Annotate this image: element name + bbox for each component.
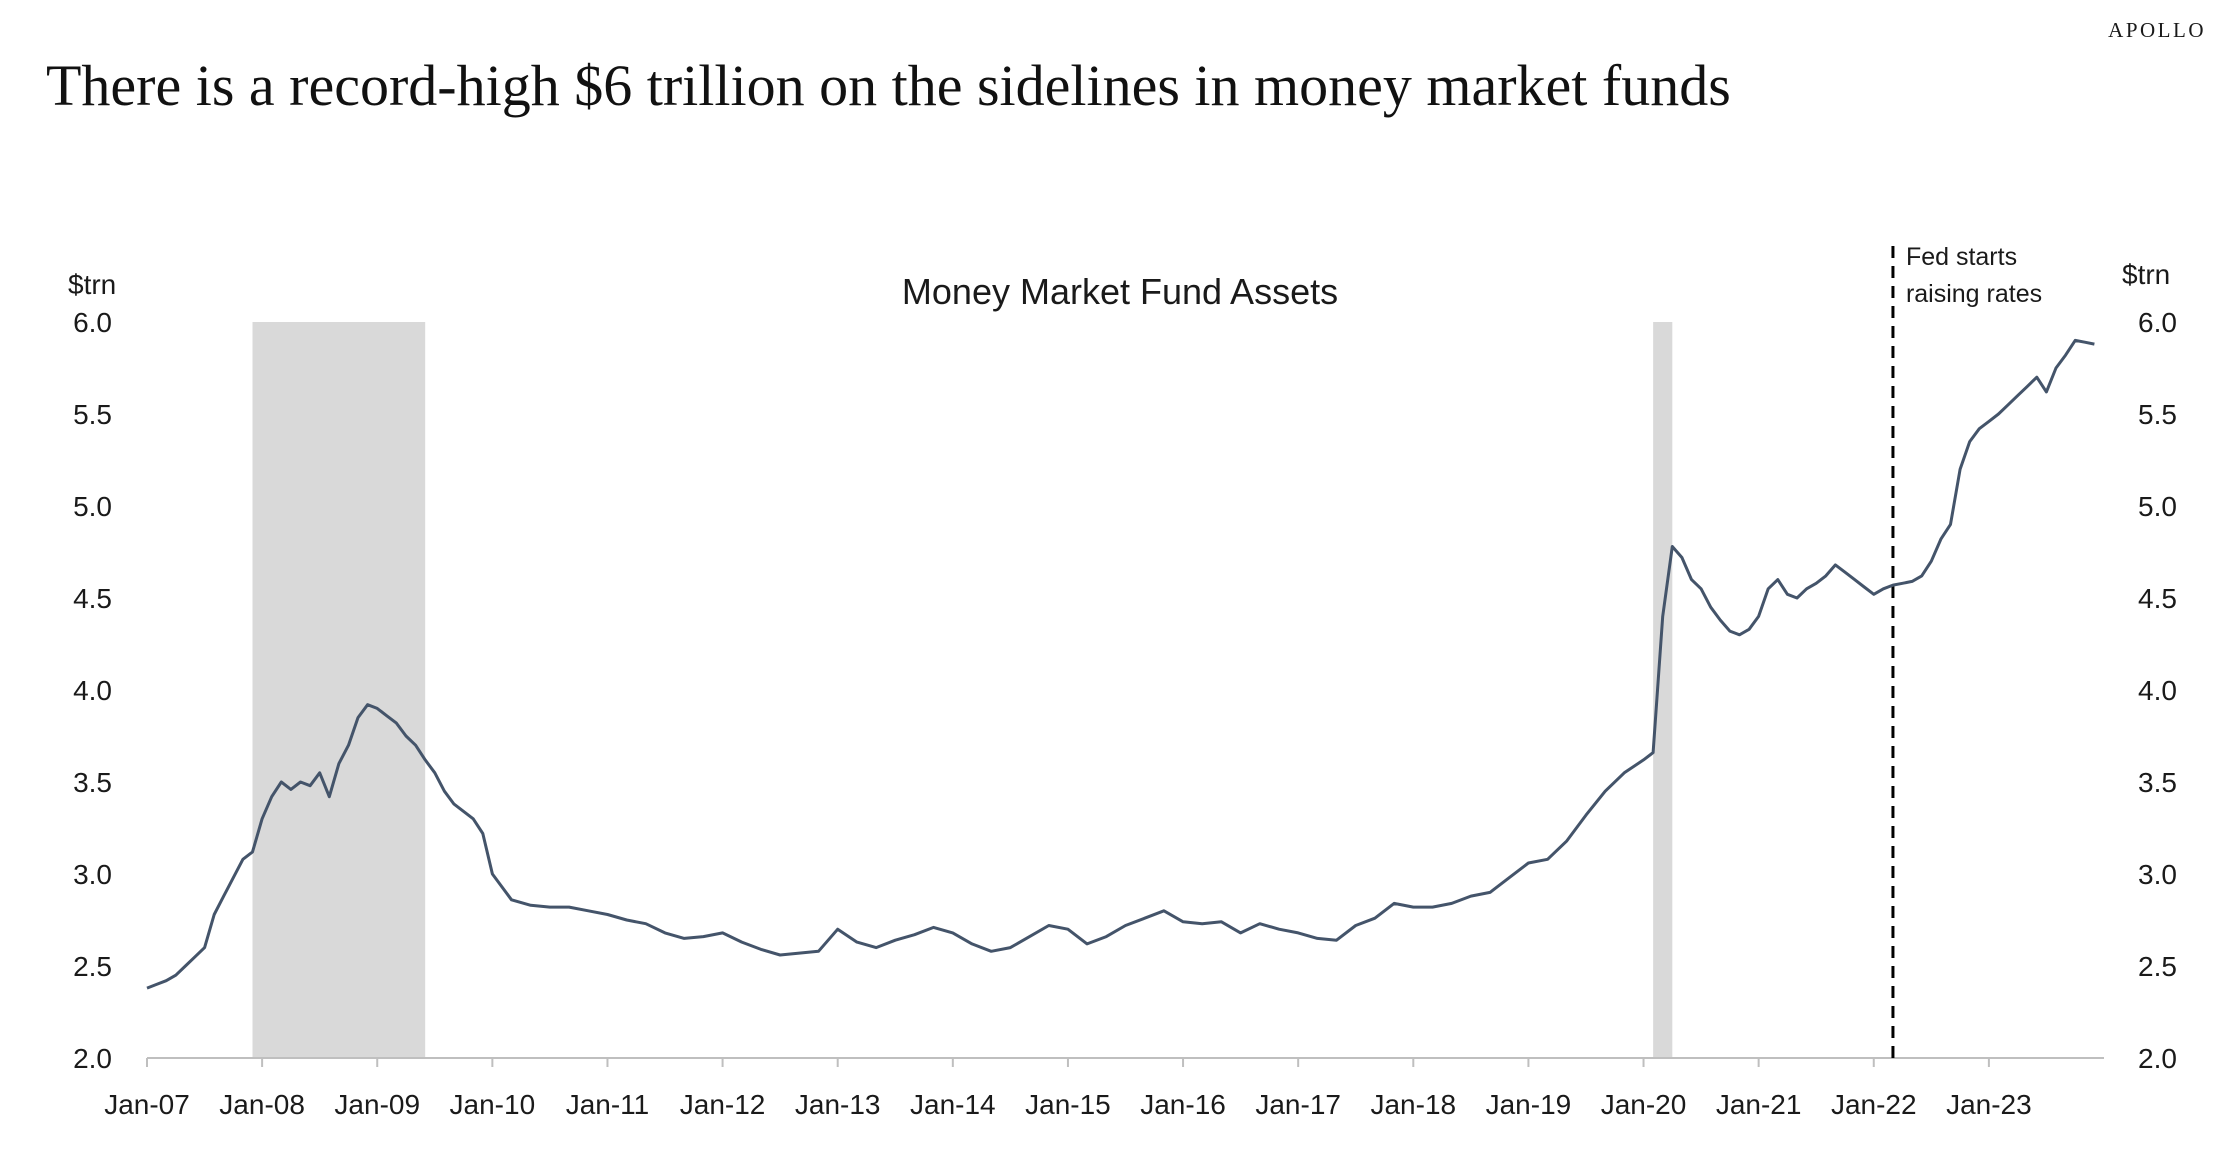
- annotations: Fed starts raising rates: [1891, 243, 2042, 1058]
- y-tick-right: 2.5: [2138, 951, 2177, 982]
- x-tick-label: Jan-11: [566, 1089, 650, 1120]
- x-tick-label: Jan-08: [219, 1089, 305, 1120]
- y-tick-right: 4.0: [2138, 675, 2177, 706]
- y-ticks-left: 2.0 2.5 3.0 3.5 4.0 4.5 5.0 5.5 6.0: [73, 307, 112, 1074]
- annotation-label: raising rates: [1906, 280, 2042, 308]
- y-tick-right: 5.5: [2138, 399, 2177, 430]
- y-tick-right: 2.0: [2138, 1043, 2177, 1074]
- recession-shading: [252, 322, 1673, 1058]
- chart-title: Money Market Fund Assets: [902, 271, 1338, 312]
- y-tick-right: 4.5: [2138, 583, 2177, 614]
- y-tick-left: 3.0: [73, 859, 112, 890]
- y-ticks-right: 2.0 2.5 3.0 3.5 4.0 4.5 5.0 5.5 6.0: [2138, 307, 2177, 1074]
- x-tick-label: Jan-14: [910, 1089, 996, 1120]
- x-tick-label: Jan-15: [1025, 1089, 1111, 1120]
- y-tick-right: 6.0: [2138, 307, 2177, 338]
- x-tick-label: Jan-16: [1140, 1089, 1226, 1120]
- x-tick-label: Jan-20: [1601, 1089, 1687, 1120]
- x-tick-label: Jan-21: [1716, 1089, 1802, 1120]
- y-axis-label-right: $trn: [2122, 259, 2170, 290]
- recession-band-1: [252, 322, 426, 1058]
- annotation-label: Fed starts: [1906, 243, 2017, 271]
- y-tick-right: 3.5: [2138, 767, 2177, 798]
- x-tick-label: Jan-19: [1486, 1089, 1572, 1120]
- y-tick-left: 5.0: [73, 491, 112, 522]
- y-tick-left: 4.5: [73, 583, 112, 614]
- x-tick-label: Jan-22: [1831, 1089, 1917, 1120]
- x-tick-label: Jan-10: [450, 1089, 536, 1120]
- page-title: There is a record-high $6 trillion on th…: [46, 53, 1731, 118]
- recession-band-2: [1653, 322, 1673, 1058]
- y-tick-left: 2.0: [73, 1043, 112, 1074]
- y-tick-right: 3.0: [2138, 859, 2177, 890]
- x-tick-label: Jan-23: [1946, 1089, 2032, 1120]
- y-tick-left: 5.5: [73, 399, 112, 430]
- y-tick-left: 4.0: [73, 675, 112, 706]
- y-tick-left: 2.5: [73, 951, 112, 982]
- series-line-money-market-assets: [146, 338, 2095, 990]
- brand-logo: APOLLO: [2108, 18, 2206, 42]
- x-tick-label: Jan-07: [104, 1089, 190, 1120]
- x-tick-label: Jan-13: [795, 1089, 881, 1120]
- y-tick-left: 6.0: [73, 307, 112, 338]
- x-ticks: Jan-07 Jan-08 Jan-09 Jan-10 Jan-11 Jan-12 Jan-…: [104, 1058, 2032, 1120]
- y-tick-left: 3.5: [73, 767, 112, 798]
- x-tick-label: Jan-12: [680, 1089, 766, 1120]
- x-tick-label: Jan-09: [334, 1089, 420, 1120]
- x-tick-label: Jan-18: [1370, 1089, 1456, 1120]
- y-tick-right: 5.0: [2138, 491, 2177, 522]
- x-tick-label: Jan-17: [1255, 1089, 1341, 1120]
- y-axis-label-left: $trn: [68, 269, 116, 300]
